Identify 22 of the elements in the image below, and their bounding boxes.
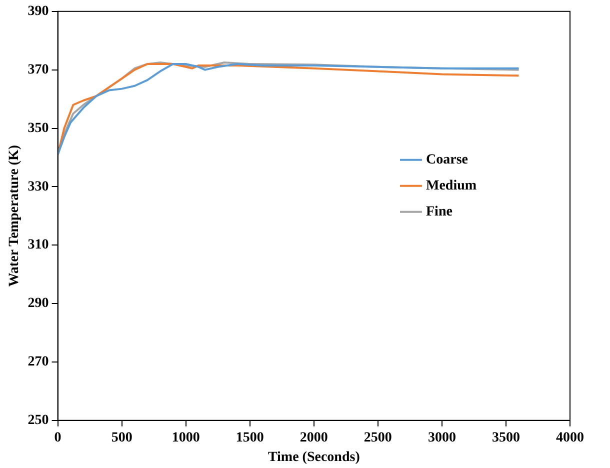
x-tick-label: 1500 [236, 430, 264, 446]
y-axis-title: Water Temperature (K) [7, 144, 22, 287]
y-tick-label: 290 [28, 296, 49, 312]
y-tick-label: 250 [28, 413, 49, 428]
y-tick-label: 390 [28, 4, 49, 20]
x-tick-label: 2000 [300, 430, 328, 446]
y-tick-label: 370 [28, 62, 49, 78]
x-tick-label: 3000 [428, 430, 456, 446]
legend-label: Coarse [426, 152, 468, 168]
x-axis-title: Time (Seconds) [268, 450, 360, 466]
x-tick-label: 2500 [364, 430, 392, 446]
legend-label: Medium [426, 178, 477, 194]
x-tick-label: 3500 [492, 430, 520, 446]
y-tick-label: 270 [28, 354, 49, 370]
x-tick-label: 0 [54, 430, 62, 446]
y-tick-label: 310 [28, 238, 49, 253]
legend-label: Fine [426, 204, 452, 220]
y-tick-label: 330 [28, 179, 49, 194]
x-tick-label: 500 [111, 430, 132, 446]
x-tick-label: 4000 [556, 430, 584, 446]
x-tick-label: 1000 [172, 430, 200, 446]
y-tick-label: 350 [28, 120, 49, 136]
